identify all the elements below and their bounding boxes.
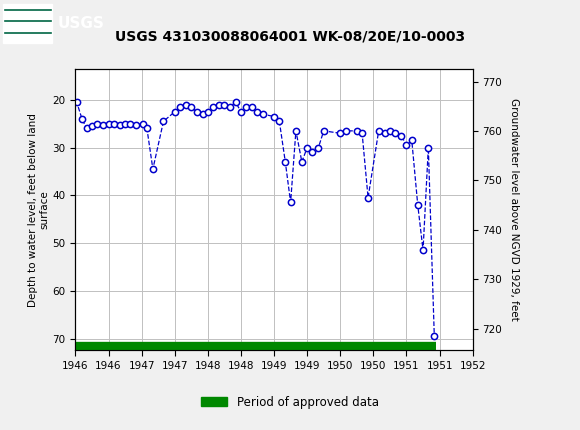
Bar	[3, 4, 52, 43]
Text: USGS 431030088064001 WK-08/20E/10-0003: USGS 431030088064001 WK-08/20E/10-0003	[115, 29, 465, 43]
Legend: Period of approved data: Period of approved data	[197, 391, 383, 413]
Y-axis label: Groundwater level above NGVD 1929, feet: Groundwater level above NGVD 1929, feet	[509, 98, 519, 321]
Text: USGS: USGS	[58, 16, 105, 31]
Y-axis label: Depth to water level, feet below land
surface: Depth to water level, feet below land su…	[28, 113, 50, 307]
